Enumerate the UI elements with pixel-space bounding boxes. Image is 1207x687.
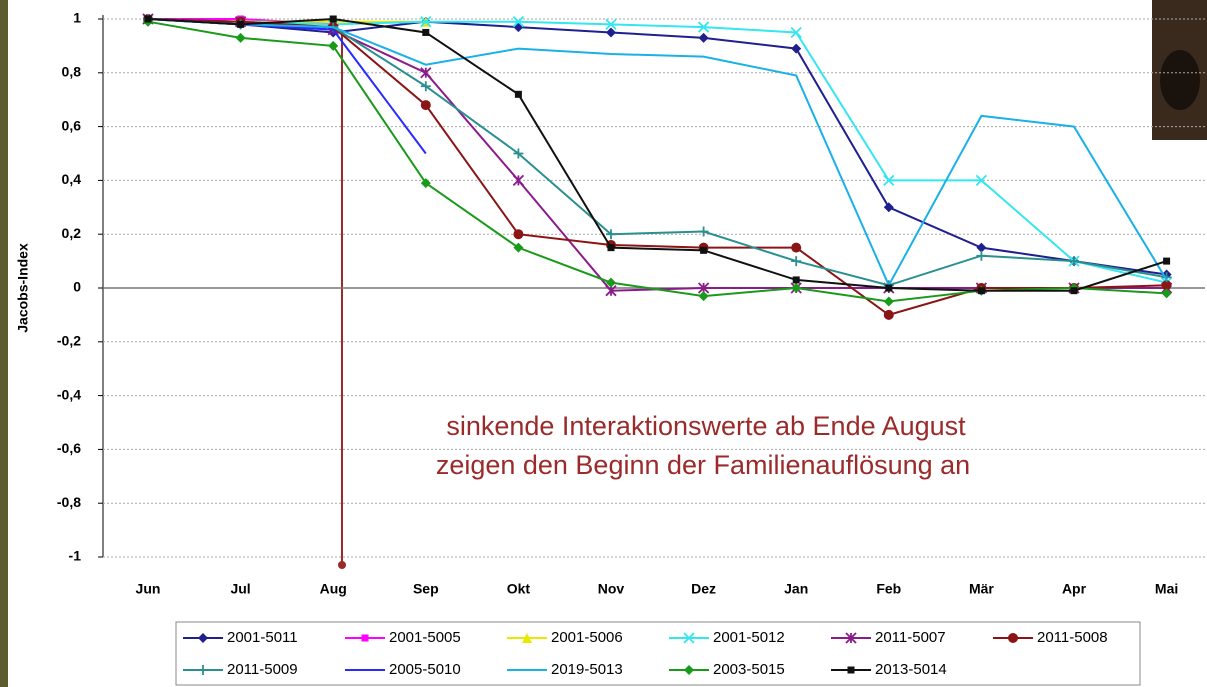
x-tick-label: Jun: [136, 581, 161, 597]
legend-marker: [362, 635, 369, 642]
page: {"chart_data": {"type": "line", "y_label…: [0, 0, 1207, 687]
y-tick-label: -0,4: [57, 386, 81, 402]
y-tick-label: 0,4: [62, 171, 82, 187]
series: [143, 14, 1172, 280]
legend-label: 2013-5014: [875, 661, 947, 678]
x-tick-label: Nov: [598, 581, 625, 597]
x-tick-label: Aug: [320, 581, 347, 597]
legend-marker: [1008, 633, 1018, 643]
x-tick-label: Jan: [784, 581, 808, 597]
marker: [1071, 287, 1078, 294]
marker: [1163, 258, 1170, 265]
y-tick-label: 0,6: [62, 117, 82, 133]
marker: [699, 33, 709, 43]
marker: [145, 16, 152, 23]
x-tick-label: Dez: [691, 581, 716, 597]
y-axis-label: Jacobs-Index: [15, 243, 31, 333]
marker: [422, 29, 429, 36]
marker: [793, 276, 800, 283]
series: [143, 17, 1172, 307]
y-tick-label: -0,2: [57, 333, 81, 349]
legend-label: 2011-5008: [1037, 629, 1108, 646]
marker: [884, 310, 894, 320]
annotation: sinkende Interaktionswerte ab Ende Augus…: [446, 411, 966, 441]
legend-label: 2003-5015: [713, 661, 785, 678]
marker: [515, 91, 522, 98]
series: [143, 14, 1172, 320]
photo-detail: [1160, 50, 1200, 110]
marker: [700, 247, 707, 254]
marker: [330, 16, 337, 23]
legend-label: 2019-5013: [551, 661, 623, 678]
marker: [237, 21, 244, 28]
y-tick-label: 1: [73, 10, 81, 26]
marker: [236, 33, 246, 43]
marker: [791, 44, 801, 54]
legend-label: 2001-5011: [227, 629, 298, 646]
marker: [608, 244, 615, 251]
marker: [699, 227, 709, 237]
x-tick-label: Sep: [413, 581, 439, 597]
x-tick-label: Okt: [507, 581, 531, 597]
marker: [513, 22, 523, 32]
annotation-dot: [338, 561, 346, 569]
y-tick-label: -0,6: [57, 440, 81, 456]
x-tick-label: Jul: [230, 581, 250, 597]
marker: [513, 175, 523, 185]
marker: [884, 296, 894, 306]
marker: [1162, 288, 1172, 298]
series-line: [148, 19, 1167, 275]
series-line: [148, 19, 1167, 283]
y-tick-label: 0,2: [62, 225, 82, 241]
y-tick-label: -0,8: [57, 494, 81, 510]
x-tick-label: Apr: [1062, 581, 1087, 597]
marker: [884, 202, 894, 212]
y-tick-label: 0,8: [62, 64, 82, 80]
y-tick-label: -1: [69, 548, 82, 564]
legend-label: 2001-5012: [713, 629, 785, 646]
legend-label: 2011-5009: [227, 661, 298, 678]
x-tick-label: Mär: [969, 581, 994, 597]
left-border: [0, 0, 8, 687]
legend-label: 2001-5005: [389, 629, 461, 646]
marker: [421, 68, 431, 78]
legend-label: 2011-5007: [875, 629, 946, 646]
x-tick-label: Mai: [1155, 581, 1178, 597]
marker: [976, 251, 986, 261]
marker: [978, 287, 985, 294]
marker: [885, 285, 892, 292]
legend-box: [176, 622, 1140, 685]
annotation: zeigen den Beginn der Familienauflösung …: [436, 450, 970, 480]
series-line: [148, 19, 1167, 315]
series-line: [148, 22, 1167, 302]
series-line: [148, 19, 426, 154]
marker: [791, 243, 801, 253]
legend-marker: [848, 667, 855, 674]
chart: Jacobs-Index sinkende Interaktionswerte …: [0, 0, 1207, 687]
marker: [791, 256, 801, 266]
marker: [421, 100, 431, 110]
marker: [513, 229, 523, 239]
series: [148, 19, 426, 154]
x-tick-label: Feb: [876, 581, 901, 597]
series-line: [148, 19, 1167, 291]
legend-label: 2001-5006: [551, 629, 623, 646]
legend-label: 2005-5010: [389, 661, 461, 678]
y-tick-label: 0: [73, 279, 81, 295]
